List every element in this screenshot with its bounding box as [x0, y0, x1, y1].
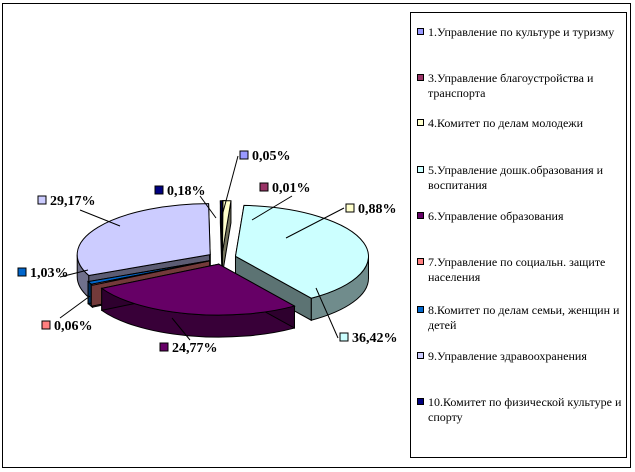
leader-line	[59, 295, 91, 319]
legend-label: 5.Управление дошк.образования и воспитан…	[428, 163, 604, 192]
legend-label: 3.Управление благоустройства и транспорт…	[428, 71, 594, 100]
data-label: 0,88%	[358, 202, 397, 217]
leader-line	[221, 155, 239, 217]
legend-label: 9.Управление здравоохранения	[428, 349, 587, 363]
data-label: 0,01%	[272, 181, 311, 196]
legend-swatch	[417, 119, 424, 126]
data-label: 0,18%	[167, 184, 206, 199]
leader-line	[285, 207, 345, 239]
legend-label: 4.Комитет по делам молодежи	[428, 116, 583, 130]
legend: 1.Управление по культуре и туризму 3.Упр…	[410, 12, 627, 458]
legend-swatch	[417, 74, 424, 81]
leader-line	[315, 287, 339, 339]
data-label: 24,77%	[172, 341, 218, 356]
legend-swatch	[417, 398, 424, 405]
data-label: 1,03%	[30, 266, 69, 281]
data-label-swatch	[339, 332, 349, 342]
leader-line	[199, 195, 217, 219]
legend-swatch	[417, 166, 424, 173]
data-label-swatch	[239, 150, 249, 160]
legend-label: 10.Комитет по физической культуре и спор…	[428, 395, 622, 424]
pie-slice	[100, 263, 296, 338]
legend-swatch	[417, 352, 424, 359]
data-label-swatch	[345, 203, 355, 213]
data-label: 0,06%	[54, 319, 93, 334]
legend-label: 1.Управление по культуре и туризму	[428, 25, 615, 39]
leader-line	[59, 269, 89, 278]
data-label-swatch	[259, 182, 269, 192]
legend-swatch	[417, 28, 424, 35]
data-label-swatch	[17, 267, 27, 277]
pie-slice	[234, 204, 369, 322]
data-label-swatch	[154, 185, 164, 195]
data-label-swatch	[159, 342, 169, 352]
data-label: 0,05%	[252, 149, 291, 164]
pie-slice	[221, 200, 232, 274]
leader-line	[79, 209, 121, 227]
data-label-swatch	[37, 195, 47, 205]
legend-label: 6.Управление образования	[428, 209, 564, 223]
leader-line	[251, 195, 293, 221]
legend-label: 8.Комитет по делам семьи, женщин и детей	[428, 303, 620, 332]
legend-swatch	[417, 258, 424, 265]
legend-swatch	[417, 212, 424, 219]
leader-line	[171, 317, 191, 341]
legend-swatch	[417, 306, 424, 313]
data-label: 29,17%	[50, 194, 96, 209]
legend-label: 7.Управление по социальн. защите населен…	[428, 255, 606, 284]
data-label-swatch	[41, 320, 51, 330]
data-label: 36,42%	[352, 331, 398, 346]
